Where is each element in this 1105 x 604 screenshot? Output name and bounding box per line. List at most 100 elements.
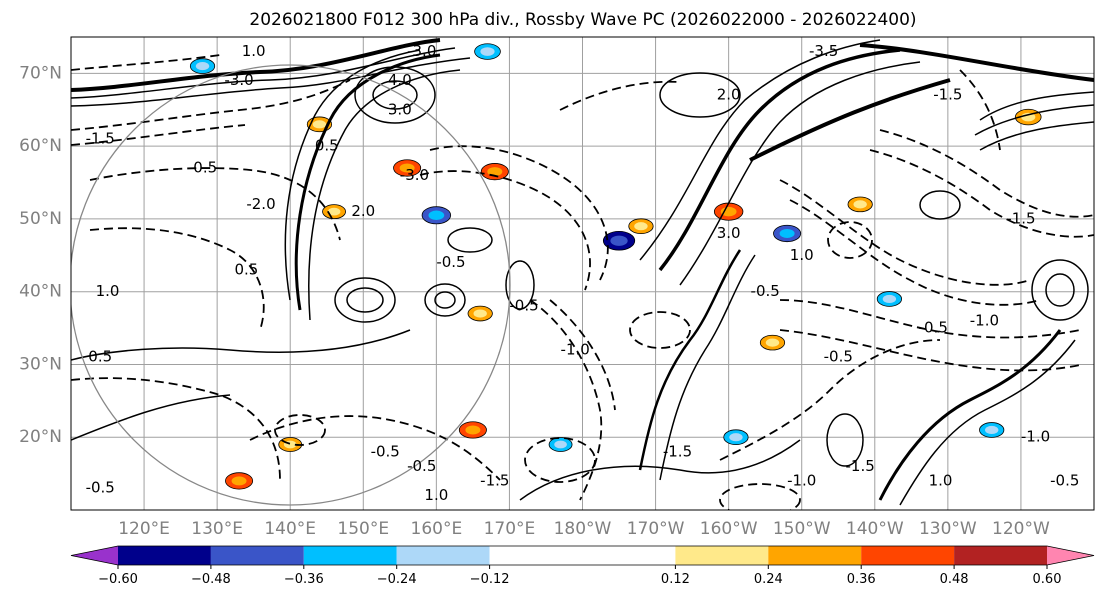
negative-contours bbox=[71, 54, 1094, 510]
colorbar-tick-label-8: 0.48 bbox=[940, 572, 969, 587]
contour-label-9: -3.5 bbox=[809, 42, 838, 60]
colorbar-segment-5 bbox=[489, 546, 676, 565]
shaded-core-11 bbox=[779, 228, 795, 238]
contour-neg-center-4 bbox=[549, 299, 616, 411]
contour-label-25: -0.5 bbox=[371, 442, 400, 460]
lon-tick-label-0: 120°E bbox=[118, 519, 170, 539]
shaded-core-14 bbox=[765, 338, 780, 347]
contour-labels: 1.0 -3.0 -3.0 4.0 -1.5 -0.5 0.5 3.0 2.0 -3.5 -1.5 -… bbox=[86, 42, 1080, 504]
contour-jet-north-2 bbox=[71, 47, 456, 99]
contour-trough-a bbox=[294, 53, 441, 311]
contour-neg-closed-b bbox=[719, 483, 801, 510]
contour-label-8: 2.0 bbox=[717, 86, 741, 104]
contour-label-4: -1.5 bbox=[86, 129, 115, 147]
lat-tick-label-4: 60°N bbox=[19, 136, 62, 156]
contour-neg-closed-c bbox=[274, 414, 326, 446]
contour-closed-e bbox=[505, 260, 535, 310]
contour-label-27: -0.5 bbox=[86, 479, 115, 497]
contour-label-17: 0.5 bbox=[234, 260, 258, 278]
contour-neg-nw bbox=[71, 79, 351, 131]
contour-jet-north bbox=[71, 38, 441, 92]
contour-label-11: -2.0 bbox=[246, 195, 275, 213]
contour-neg-right bbox=[959, 69, 1001, 151]
shaded-core-12 bbox=[853, 200, 867, 209]
contour-neg-east-2 bbox=[789, 199, 1041, 306]
colorbar-tick-label-5: 0.12 bbox=[661, 572, 690, 587]
shaded-core-4 bbox=[327, 207, 341, 216]
contour-mid-south-2 bbox=[659, 254, 756, 481]
contour-closed-m bbox=[372, 80, 418, 110]
colorbar-extend-low bbox=[71, 546, 118, 565]
lat-tick-label-3: 50°N bbox=[19, 209, 62, 229]
contour-label-33: 1.0 bbox=[929, 471, 953, 489]
lon-tick-label-8: 160°W bbox=[700, 519, 758, 539]
colorbar-tick-label-9: 0.60 bbox=[1033, 572, 1062, 587]
contour-trough-c bbox=[284, 49, 421, 301]
contour-right-cluster-2 bbox=[974, 104, 1094, 136]
contour-label-37: 0.5 bbox=[88, 348, 112, 366]
shaded-core-21 bbox=[480, 47, 495, 56]
shaded-core-7 bbox=[465, 425, 481, 435]
contour-diag-ne bbox=[749, 78, 951, 162]
lat-tick-label-5: 70°N bbox=[19, 63, 62, 83]
lon-tick-label-11: 130°W bbox=[919, 519, 977, 539]
contour-jet-north-3 bbox=[71, 57, 471, 107]
shaded-core-16 bbox=[231, 476, 247, 486]
contour-closed-g bbox=[1031, 259, 1089, 321]
contour-label-20: -1.0 bbox=[561, 340, 590, 358]
contour-ridge-east-3 bbox=[679, 61, 921, 286]
contour-neg-nw-3 bbox=[89, 167, 341, 241]
contour-label-21: -0.5 bbox=[751, 282, 780, 300]
lat-tick-label-0: 20°N bbox=[19, 427, 62, 447]
contour-label-6: 0.5 bbox=[315, 137, 339, 155]
lon-tick-label-4: 160°E bbox=[411, 519, 463, 539]
contour-label-16: 1.0 bbox=[96, 282, 120, 300]
contour-neg-center-2 bbox=[419, 170, 591, 291]
contour-label-2: -3.0 bbox=[224, 71, 253, 89]
shaded-features bbox=[189, 43, 1042, 490]
contour-right-cluster bbox=[979, 91, 1094, 121]
contour-label-19: -0.5 bbox=[509, 297, 538, 315]
gridlines bbox=[71, 37, 1094, 510]
contour-west-south-2 bbox=[71, 394, 231, 441]
contour-label-22: -0.5 bbox=[824, 348, 853, 366]
contour-label-7: 3.0 bbox=[388, 100, 412, 118]
colorbar-segment-2 bbox=[210, 546, 304, 565]
shaded-core-13 bbox=[882, 294, 897, 304]
contour-label-15: 1.0 bbox=[790, 246, 814, 264]
contour-southeast bbox=[878, 329, 1062, 501]
shaded-core-8 bbox=[610, 235, 628, 246]
colorbar-tick-label-7: 0.36 bbox=[847, 572, 876, 587]
contour-label-3: 4.0 bbox=[388, 71, 412, 89]
contour-label-13: -3.0 bbox=[400, 166, 429, 184]
contour-neg-closed-d bbox=[629, 311, 691, 349]
contour-neg-east-3 bbox=[779, 299, 1081, 339]
colorbar-segment-3 bbox=[303, 546, 397, 565]
contour-label-5: -0.5 bbox=[188, 158, 217, 176]
lon-tick-label-2: 140°E bbox=[264, 519, 316, 539]
contour-closed-f bbox=[659, 72, 741, 118]
contour-neg-closed-a bbox=[524, 437, 596, 483]
colorbar-tick-label-3: −0.24 bbox=[377, 572, 417, 587]
contour-neg-top bbox=[71, 54, 221, 71]
contour-top-right bbox=[859, 43, 1094, 82]
colorbar-tick-label-6: 0.24 bbox=[754, 572, 783, 587]
contour-closed-c bbox=[424, 283, 466, 317]
colorbar-segment-4 bbox=[396, 546, 490, 565]
lon-tick-label-1: 130°E bbox=[191, 519, 243, 539]
shaded-core-20 bbox=[554, 440, 567, 449]
contour-neg-ne-2 bbox=[869, 149, 1094, 238]
contour-label-1: -3.0 bbox=[407, 42, 436, 60]
contour-label-24: -1.0 bbox=[970, 311, 999, 329]
colorbar-extend-high bbox=[1047, 546, 1094, 565]
contour-label-29: -1.5 bbox=[480, 471, 509, 489]
shaded-core-18 bbox=[729, 433, 743, 442]
contour-neg-east bbox=[779, 179, 1031, 286]
contour-label-26: -0.5 bbox=[407, 457, 436, 475]
shaded-core-10 bbox=[720, 206, 737, 217]
contour-closed-a bbox=[334, 277, 396, 323]
contour-neg-closed-e bbox=[827, 221, 873, 259]
shaded-core-6 bbox=[473, 309, 487, 318]
contour-trough-b bbox=[308, 69, 461, 321]
